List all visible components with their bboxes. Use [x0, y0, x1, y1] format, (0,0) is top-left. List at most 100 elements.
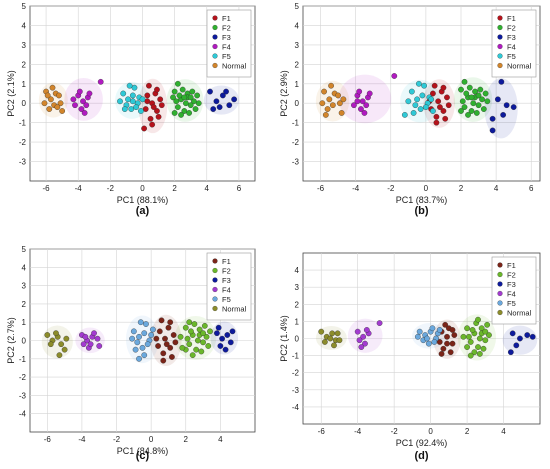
data-point [503, 102, 510, 109]
x-tick-label: 4 [494, 184, 499, 193]
series-f4 [79, 330, 103, 351]
series-normal [319, 82, 347, 118]
data-point [507, 349, 514, 356]
series-normal [318, 328, 343, 349]
data-point [529, 333, 536, 340]
series-f1 [141, 82, 165, 132]
panel-4: -6 -4 -2 0 2 4 -4 -3 -2 -1 0 1 2 3 4 PC1 (92.4%) PC2 (1.… [279, 252, 541, 462]
data-point [83, 102, 90, 109]
data-point [484, 98, 491, 105]
y-tick-label: 1 [295, 317, 300, 326]
x-tick-label: 0 [424, 184, 429, 193]
data-point [171, 110, 178, 116]
data-point [156, 328, 163, 335]
data-point [176, 92, 183, 99]
data-point [174, 80, 181, 87]
data-point [137, 319, 144, 326]
y-tick-label: -4 [292, 403, 300, 412]
y-tick-label: -2 [19, 373, 27, 382]
y-axis-label: PC2 (2.1%) [6, 70, 16, 117]
data-point [360, 333, 367, 340]
y-tick-label: 2 [295, 300, 300, 309]
legend-entry: F5 [222, 295, 231, 304]
x-tick-label: 2 [172, 184, 177, 193]
data-point [318, 328, 325, 335]
data-point [184, 335, 191, 342]
data-point [189, 352, 196, 359]
data-point [129, 98, 136, 105]
data-point [133, 104, 139, 110]
data-point [486, 332, 492, 338]
data-point [440, 108, 447, 114]
data-point [469, 327, 476, 333]
series-f5 [414, 325, 443, 347]
data-point [482, 337, 489, 344]
data-point [376, 320, 383, 326]
series-f5 [401, 80, 436, 118]
data-point [210, 106, 217, 112]
x-tick-label: 4 [501, 427, 506, 436]
data-point [126, 82, 133, 89]
data-point [473, 110, 480, 116]
data-point [476, 351, 483, 357]
data-point [129, 92, 136, 99]
data-point [120, 90, 127, 97]
y-tick-label: 4 [295, 266, 300, 275]
data-point [229, 328, 236, 335]
data-point [329, 330, 336, 337]
data-point [205, 343, 212, 349]
legend-marker [212, 62, 218, 69]
y-tick-label: -4 [19, 410, 27, 419]
data-point [460, 333, 467, 340]
x-tick-label: 0 [140, 184, 145, 193]
data-point [463, 90, 470, 97]
data-point [187, 102, 194, 109]
data-point [430, 108, 436, 114]
legend-marker [497, 309, 503, 316]
legend-entry: F3 [507, 280, 516, 289]
data-point [178, 112, 184, 118]
data-point [213, 98, 220, 105]
data-point [517, 335, 523, 342]
y-tick-label: -2 [19, 138, 27, 147]
data-point [49, 84, 56, 91]
data-point [468, 94, 475, 101]
data-point [44, 332, 51, 338]
data-point [451, 332, 458, 338]
data-point [150, 104, 157, 110]
data-point [162, 335, 168, 342]
data-point [471, 349, 478, 356]
data-point [472, 88, 478, 95]
data-point [191, 98, 197, 105]
data-point [132, 346, 139, 353]
data-point [70, 96, 77, 103]
legend-marker [212, 296, 218, 302]
data-point [181, 108, 188, 114]
series-f3 [489, 78, 517, 134]
data-point [467, 339, 474, 345]
data-point [174, 104, 181, 110]
data-point [222, 346, 229, 353]
data-point [216, 104, 223, 110]
data-point [363, 102, 370, 109]
data-point [76, 88, 83, 95]
data-point [144, 341, 151, 348]
data-point [414, 333, 421, 340]
x-tick-label: -6 [44, 435, 52, 444]
data-point [477, 86, 484, 93]
x-tick-label: -6 [317, 184, 325, 193]
data-point [509, 330, 516, 337]
x-tick-label: -4 [75, 184, 83, 193]
data-point [498, 78, 505, 85]
x-axis-label: PC1 (88.1%) [117, 195, 169, 205]
data-point [56, 92, 62, 99]
x-tick-label: 6 [529, 184, 534, 193]
data-point [146, 82, 152, 89]
legend-entry: F3 [222, 276, 231, 285]
data-point [195, 337, 201, 344]
data-point [149, 121, 156, 128]
data-point [192, 106, 199, 112]
cluster-halo [338, 74, 392, 124]
